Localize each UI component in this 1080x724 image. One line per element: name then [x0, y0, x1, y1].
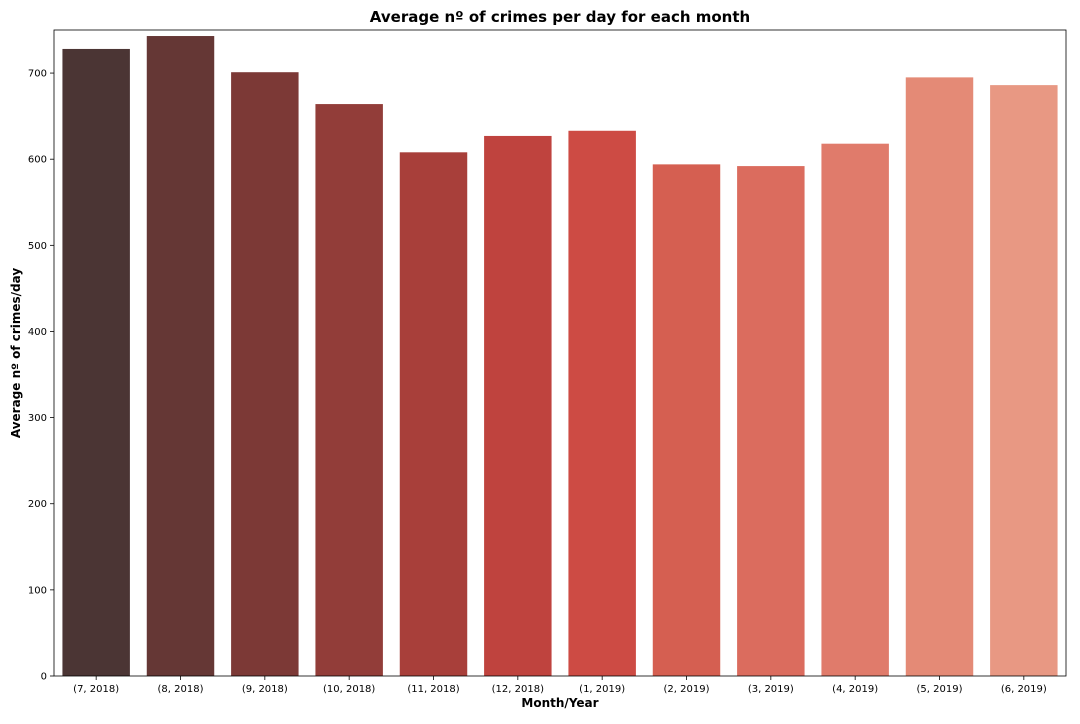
bars-group — [62, 36, 1058, 677]
x-axis-title: Month/Year — [521, 696, 598, 710]
x-tick-label: (8, 2018) — [158, 684, 204, 695]
x-tick-label: (7, 2018) — [73, 684, 119, 695]
y-axis-ticks: 0 100 200 300 400 500 600 700 — [28, 69, 54, 683]
bar-11 — [905, 77, 974, 676]
x-tick-label: (11, 2018) — [407, 684, 459, 695]
x-tick-label: (2, 2019) — [664, 684, 710, 695]
y-tick-label: 700 — [28, 69, 47, 80]
bar-2 — [146, 36, 215, 676]
bar-8 — [652, 164, 721, 677]
bar-12 — [990, 85, 1058, 676]
y-axis-title: Average nº of crimes/day — [9, 268, 23, 439]
x-tick-label: (9, 2018) — [242, 684, 288, 695]
bar-1 — [62, 48, 130, 676]
y-tick-label: 400 — [28, 327, 47, 338]
bar-9 — [737, 166, 805, 676]
y-tick-label: 200 — [28, 499, 47, 510]
bar-5 — [399, 152, 468, 676]
y-tick-label: 300 — [28, 413, 47, 424]
chart-title: Average nº of crimes per day for each mo… — [370, 8, 750, 26]
y-tick-label: 100 — [28, 585, 47, 596]
bar-10 — [821, 143, 889, 677]
bar-4 — [315, 104, 383, 677]
bar-7 — [568, 130, 636, 676]
x-tick-label: (12, 2018) — [492, 684, 544, 695]
y-tick-label: 600 — [28, 155, 47, 166]
bar-6 — [484, 135, 552, 677]
x-tick-label: (4, 2019) — [832, 684, 878, 695]
x-axis-ticks: (7, 2018) (8, 2018) (9, 2018) (10, 2018) (11… — [73, 676, 1047, 695]
x-tick-label: (3, 2019) — [748, 684, 794, 695]
x-tick-label: (5, 2019) — [917, 684, 963, 695]
plot-area-frame — [53, 29, 1067, 677]
x-tick-label: (1, 2019) — [579, 684, 625, 695]
x-tick-label: (6, 2019) — [1001, 684, 1047, 695]
bar-3 — [231, 72, 299, 677]
y-tick-label: 500 — [28, 241, 47, 252]
x-tick-label: (10, 2018) — [323, 684, 375, 695]
y-tick-label: 0 — [41, 672, 47, 683]
